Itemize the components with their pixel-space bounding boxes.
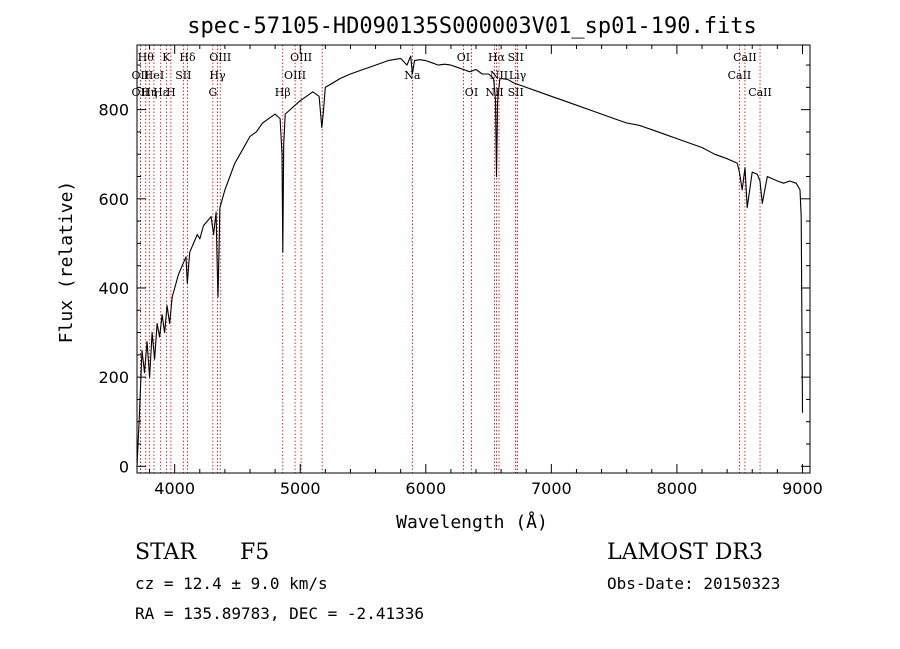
spectrum-chart: spec-57105-HD090135S000003V01_sp01-190.f… [56,14,823,533]
spectral-line-label: SII [508,86,524,99]
object-subclass: F5 [240,540,270,565]
y-axis: 0 200 400 600 800 [98,64,810,476]
y-tick-label: 400 [98,279,129,298]
spectral-line-label: OI [465,86,478,99]
spectral-line-label: Hδ [179,51,196,64]
spectral-line-label: CaII [748,86,772,99]
spectral-line-markers: OII OII Hθ Hη HeI Hε K H SII Hδ G Hγ OIII Hβ OIII OIII N… [132,45,772,473]
observation-date: Obs-Date: 20150323 [607,574,781,593]
chart-title: spec-57105-HD090135S000003V01_sp01-190.f… [187,14,757,39]
spectral-line-label: K [162,51,171,64]
spectral-line-label: G [208,86,217,99]
spectral-line-label: CaII [733,51,757,64]
spectral-line-label: SII [175,69,191,82]
survey-name: LAMOST DR3 [607,540,763,565]
y-tick-label: 200 [98,368,129,387]
y-tick-label: 0 [119,457,129,476]
spectral-line-label: HeI [144,69,164,82]
x-tick-label: 9000 [782,479,823,498]
spectral-line-label: OIII [284,69,306,82]
object-class: STAR [135,540,196,565]
x-tick-label: 8000 [657,479,698,498]
spectral-line-label: Hθ [138,51,155,64]
spectral-line-label: OII [132,69,150,82]
spectral-line-label: OI [457,51,470,64]
spectral-line-label: Hε [153,86,169,99]
spectral-line-label: Liγ [509,69,527,82]
coordinates: RA = 135.89783, DEC = -2.41336 [135,604,424,623]
spectral-line-label: OII [132,86,150,99]
spectral-line-label: Hη [141,86,157,99]
spectral-line-label: Hβ [275,86,291,99]
spectral-line-label: Na [404,69,421,82]
x-tick-label: 5000 [280,479,321,498]
x-tick-label: 6000 [405,479,446,498]
spectral-line-label: Hα [488,51,506,64]
spectral-line-label: SII [508,51,524,64]
x-tick-label: 7000 [531,479,572,498]
spectral-line-label: CaII [728,69,752,82]
x-tick-label: 4000 [154,479,195,498]
redshift-cz: cz = 12.4 ± 9.0 km/s [135,574,328,593]
x-axis-label: Wavelength (Å) [396,511,548,533]
spectral-line-label: OIII [290,51,312,64]
y-tick-label: 800 [98,101,129,120]
flux-line [136,55,804,467]
plot-frame [136,44,811,474]
spectral-line-label: H [166,86,176,99]
flux-series [136,55,804,467]
spectral-line-label: Hγ [209,69,226,82]
spectral-line-label: NII [490,69,508,82]
y-axis-label: Flux (relative) [56,181,77,344]
x-axis: 4000 5000 6000 7000 8000 9000 [149,45,823,498]
spectral-line-label: OIII [209,51,231,64]
y-tick-label: 600 [98,190,129,209]
